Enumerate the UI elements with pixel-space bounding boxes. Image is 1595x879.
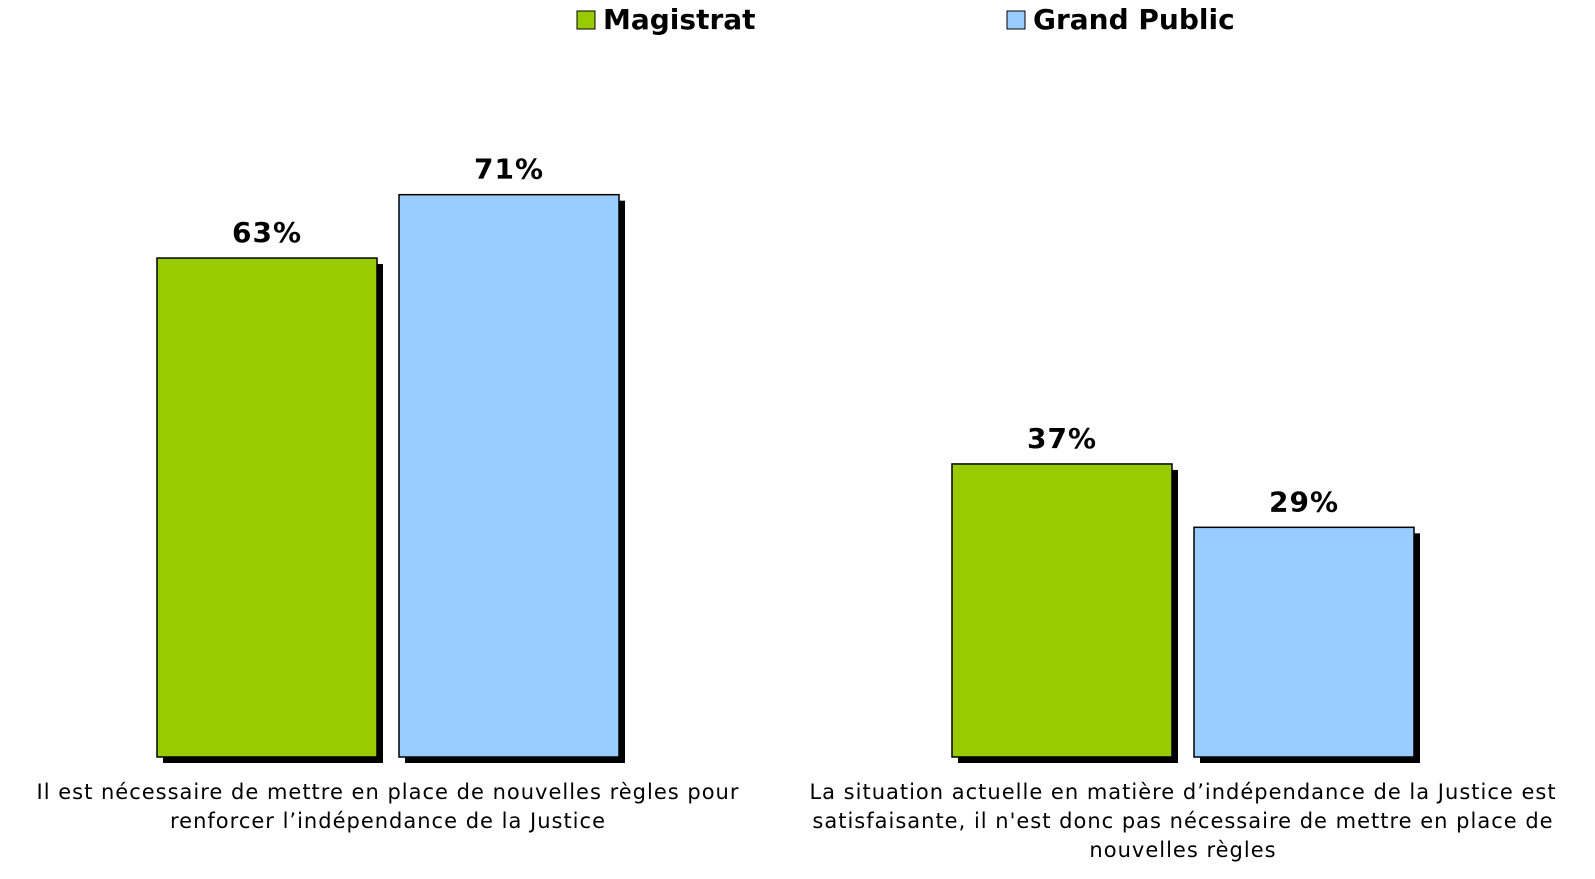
legend-label: Magistrat <box>603 3 756 36</box>
bar <box>951 463 1173 758</box>
legend-swatch <box>1006 10 1026 30</box>
legend-label: Grand Public <box>1033 3 1235 36</box>
bar <box>1193 526 1415 758</box>
legend-swatch <box>576 10 596 30</box>
bar <box>398 193 620 758</box>
value-label: 37% <box>1027 422 1097 455</box>
value-label: 29% <box>1269 485 1339 518</box>
value-label: 71% <box>474 153 544 186</box>
bar <box>156 257 378 758</box>
category-label: La situation actuelle en matière d’indép… <box>809 780 1557 862</box>
value-label: 63% <box>232 216 302 249</box>
category-label: Il est nécessaire de mettre en place de … <box>36 780 740 833</box>
